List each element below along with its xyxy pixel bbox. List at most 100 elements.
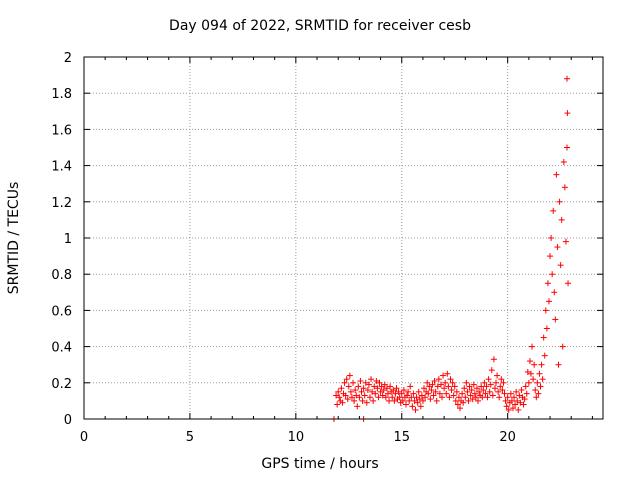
tick-labels: 0 5 10 15 20 0 0.2 0.4 0.6 0.8 1 1.2 1.4 1.6 1.8 2 <box>51 51 516 445</box>
data-point <box>445 383 452 390</box>
data-point <box>432 388 439 395</box>
data-point <box>439 394 446 401</box>
data-point <box>391 397 398 404</box>
data-point <box>493 379 500 386</box>
data-point <box>437 381 444 388</box>
data-point <box>405 388 412 395</box>
data-point <box>489 392 496 399</box>
data-point <box>382 394 389 401</box>
data-point <box>373 377 380 384</box>
data-point <box>520 401 527 408</box>
data-point <box>407 383 414 390</box>
data-point <box>481 379 488 386</box>
data-point <box>485 376 492 383</box>
data-point <box>390 387 397 394</box>
data-point <box>450 392 457 399</box>
data-point <box>358 388 365 395</box>
data-point <box>389 394 396 401</box>
y-tick-label: 0 <box>64 413 72 428</box>
data-point <box>504 394 511 401</box>
data-point <box>466 383 473 390</box>
data-point <box>533 394 540 401</box>
data-point <box>484 394 491 401</box>
x-tick-label: 15 <box>393 430 410 445</box>
data-points <box>330 75 572 422</box>
data-point <box>483 383 490 390</box>
y-tick-label: 1.8 <box>51 87 72 102</box>
data-point <box>352 387 359 394</box>
data-point <box>417 403 424 410</box>
data-point <box>542 307 549 314</box>
data-point <box>422 394 429 401</box>
data-point <box>557 262 564 269</box>
data-point <box>426 383 433 390</box>
data-point <box>525 379 532 386</box>
data-point <box>374 385 381 392</box>
data-point <box>351 397 358 404</box>
data-point <box>354 403 361 410</box>
data-point <box>523 390 530 397</box>
y-tick-label: 1 <box>64 232 72 247</box>
data-point <box>364 387 371 394</box>
data-point <box>473 385 480 392</box>
y-tick-label: 0.6 <box>51 304 72 319</box>
data-point <box>538 361 545 368</box>
data-point <box>480 387 487 394</box>
data-point <box>404 392 411 399</box>
data-point <box>558 216 565 223</box>
data-point <box>377 388 384 395</box>
data-point <box>448 387 455 394</box>
data-point <box>356 394 363 401</box>
data-point <box>430 392 437 399</box>
data-point <box>414 399 421 406</box>
data-point <box>442 379 449 386</box>
data-point <box>393 385 400 392</box>
data-point <box>371 383 378 390</box>
data-point <box>368 376 375 383</box>
data-point <box>555 361 562 368</box>
data-point <box>517 399 524 406</box>
data-point <box>556 198 563 205</box>
x-tick-label: 10 <box>288 430 305 445</box>
data-point <box>365 381 372 388</box>
x-tick-label: 20 <box>499 430 516 445</box>
data-point <box>380 387 387 394</box>
data-point <box>425 390 432 397</box>
data-point <box>537 383 544 390</box>
data-point <box>551 289 558 296</box>
data-point <box>529 343 536 350</box>
data-point <box>522 383 529 390</box>
data-point <box>532 387 539 394</box>
data-point <box>563 144 570 151</box>
data-point <box>516 392 523 399</box>
chart-title: Day 094 of 2022, SRMTID for receiver ces… <box>169 18 471 34</box>
data-point <box>449 379 456 386</box>
data-point <box>446 394 453 401</box>
data-point <box>495 388 502 395</box>
data-point <box>384 390 391 397</box>
data-point <box>539 376 546 383</box>
data-point <box>547 253 554 260</box>
data-point <box>381 381 388 388</box>
data-point <box>497 383 504 390</box>
data-point <box>461 385 468 392</box>
data-point <box>486 388 493 395</box>
data-point <box>387 383 394 390</box>
data-point <box>535 390 542 397</box>
data-point <box>400 387 407 394</box>
data-point <box>526 358 533 365</box>
data-point <box>444 370 451 377</box>
data-point <box>402 401 409 408</box>
data-point <box>507 390 514 397</box>
data-point <box>560 158 567 165</box>
data-point <box>508 397 515 404</box>
data-point <box>360 385 367 392</box>
data-point <box>549 271 556 278</box>
data-point <box>359 397 366 404</box>
data-point <box>420 385 427 392</box>
data-point <box>503 403 510 410</box>
data-point <box>490 356 497 363</box>
data-point <box>431 377 438 384</box>
data-point <box>531 361 538 368</box>
data-point <box>392 390 399 397</box>
